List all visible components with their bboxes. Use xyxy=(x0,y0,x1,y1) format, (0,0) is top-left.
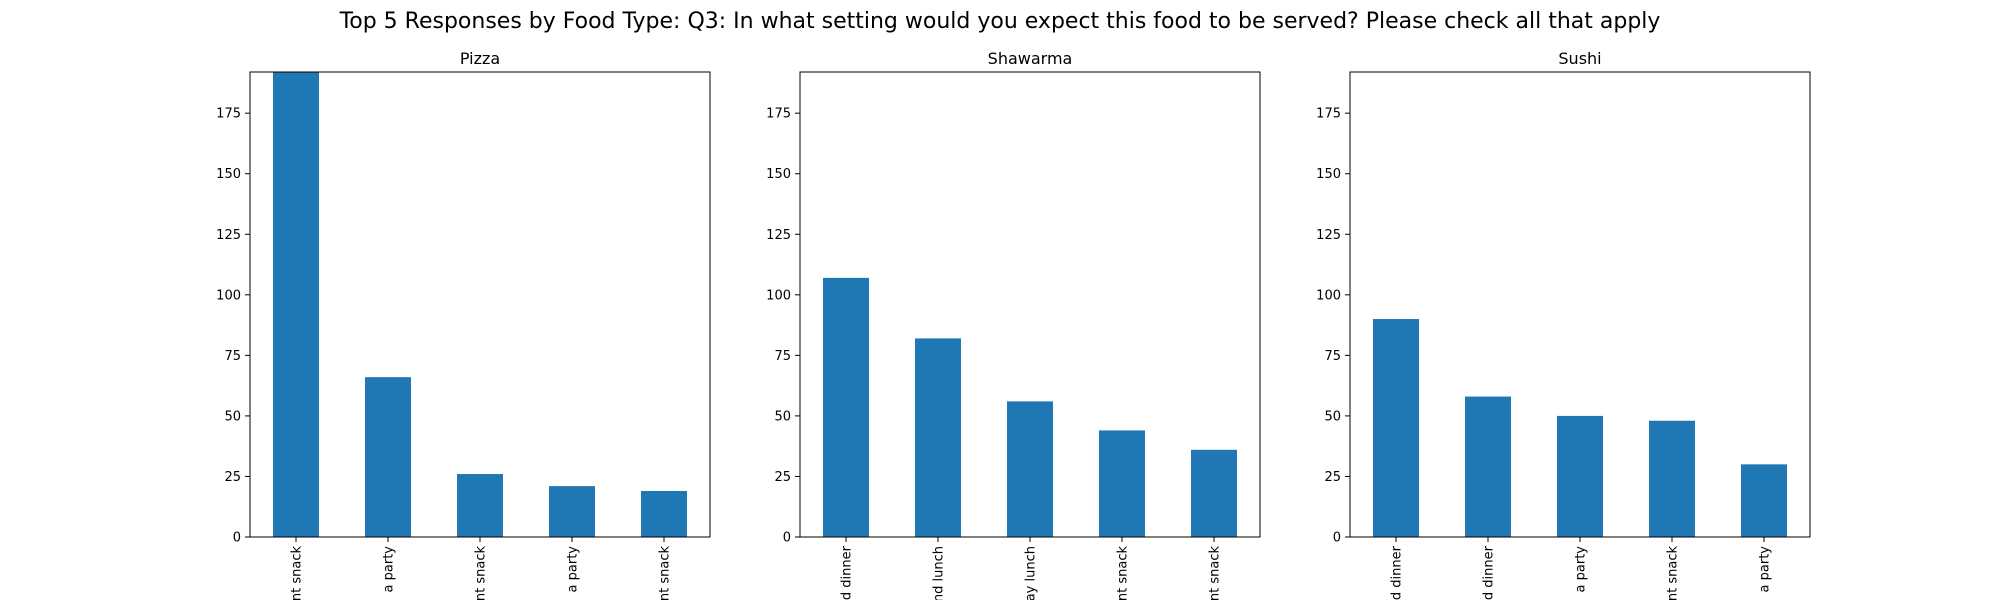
chart-panel-3: 0 25 50 75 100 125 150 175 d dinner d dinner a par… xyxy=(1316,49,1811,600)
y-tick-label: 150 xyxy=(766,167,791,182)
bar xyxy=(823,277,869,537)
y-tick-label: 150 xyxy=(1316,167,1341,182)
y-tick-label: 125 xyxy=(1316,228,1341,243)
chart-panel-1: 0 25 50 75 100 125 150 175 nt snack a party nt sna… xyxy=(216,49,711,600)
y-tick-label: 100 xyxy=(766,288,791,303)
bar xyxy=(641,490,687,537)
subplot-title: Sushi xyxy=(1558,49,1601,68)
bar xyxy=(1557,415,1603,537)
bar xyxy=(915,338,961,537)
y-tick-label: 75 xyxy=(224,349,241,364)
bar xyxy=(1191,449,1237,537)
y-tick-label: 175 xyxy=(766,107,791,122)
y-tick-label: 100 xyxy=(216,288,241,303)
x-tick-label: ay lunch xyxy=(1024,546,1039,600)
y-tick-label: 50 xyxy=(224,409,241,424)
bar xyxy=(1465,396,1511,537)
x-tick-label: a party xyxy=(566,546,581,593)
y-tick-label: 25 xyxy=(774,470,791,485)
x-tick-label: nt snack xyxy=(474,546,489,600)
bar xyxy=(1007,401,1053,537)
y-tick-label: 150 xyxy=(216,167,241,182)
x-tick-label: d dinner xyxy=(1390,545,1405,600)
x-tick-label: nd lunch xyxy=(932,546,947,600)
subplot-title: Pizza xyxy=(460,49,500,68)
y-tick-label: 125 xyxy=(766,228,791,243)
x-tick-label: nt snack xyxy=(290,546,305,600)
x-tick-label: nt snack xyxy=(658,546,673,600)
y-tick-label: 0 xyxy=(233,531,241,546)
y-tick-label: 0 xyxy=(1333,531,1341,546)
bar xyxy=(365,377,411,537)
bar xyxy=(1649,420,1695,537)
bar xyxy=(1099,430,1145,537)
x-tick-label: a party xyxy=(382,546,397,593)
figure-title: Top 5 Responses by Food Type: Q3: In wha… xyxy=(339,9,1661,34)
y-tick-label: 25 xyxy=(224,470,241,485)
y-tick-label: 75 xyxy=(774,349,791,364)
y-tick-label: 25 xyxy=(1324,470,1341,485)
x-tick-label: d dinner xyxy=(840,545,855,600)
chart-panel-2: 0 25 50 75 100 125 150 175 d dinner nd lunch ay lu… xyxy=(766,49,1261,600)
x-tick-label: nt snack xyxy=(1208,546,1223,600)
y-tick-label: 100 xyxy=(1316,288,1341,303)
bar xyxy=(457,474,503,537)
y-tick-label: 50 xyxy=(1324,409,1341,424)
y-tick-label: 50 xyxy=(774,409,791,424)
bar xyxy=(273,72,319,537)
bar xyxy=(1741,464,1787,537)
bar xyxy=(1373,319,1419,537)
x-tick-label: nt snack xyxy=(1116,546,1131,600)
x-tick-label: nt snack xyxy=(1666,546,1681,600)
y-tick-label: 125 xyxy=(216,228,241,243)
x-tick-label: d dinner xyxy=(1482,545,1497,600)
x-tick-label: a party xyxy=(1574,546,1589,593)
y-tick-label: 175 xyxy=(216,107,241,122)
y-tick-label: 75 xyxy=(1324,349,1341,364)
x-tick-label: a party xyxy=(1758,546,1773,593)
y-tick-label: 0 xyxy=(783,531,791,546)
bar xyxy=(549,486,595,537)
subplot-title: Shawarma xyxy=(988,49,1073,68)
y-tick-label: 175 xyxy=(1316,107,1341,122)
